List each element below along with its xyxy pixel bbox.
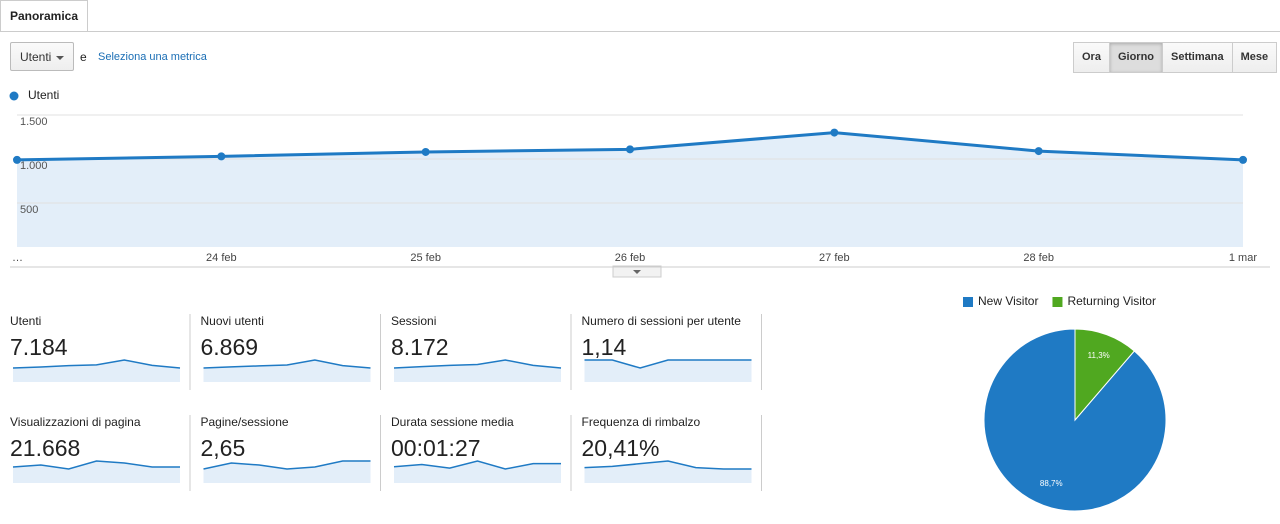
sparkline-area — [394, 360, 561, 382]
scorecard-label: Nuovi utenti — [201, 314, 264, 328]
time-button[interactable]: Mese — [1231, 42, 1278, 73]
sparkline-area — [203, 461, 371, 483]
scorecard-value: 7.184 — [10, 334, 68, 360]
y-tick-label: 1.000 — [20, 160, 48, 172]
sparkline — [203, 460, 371, 470]
scorecard-value: 00:01:27 — [391, 435, 481, 461]
scorecard-value: 6.869 — [201, 334, 259, 360]
scorecard-label: Pagine/sessione — [201, 415, 289, 429]
point — [830, 128, 839, 137]
y-tick-label: 1.500 — [20, 116, 48, 128]
legend-dot — [9, 91, 19, 101]
scorecard-label: Durata sessione media — [391, 415, 514, 429]
sparkline — [584, 460, 752, 470]
time-button[interactable]: Giorno — [1108, 42, 1164, 73]
connector: e — [80, 50, 87, 64]
point — [626, 145, 634, 154]
scorecard-value: 21.668 — [10, 435, 80, 461]
legend-label: Utenti — [28, 88, 59, 102]
scorecard-value: 8.172 — [391, 334, 449, 360]
time-buttons: Ora Giorno Settimana Mese — [1073, 42, 1278, 73]
metric-select[interactable]: Utenti — [10, 42, 74, 71]
scorecard-label: Visualizzazioni di pagina — [10, 415, 141, 429]
x-tick-label: 28 feb — [1023, 252, 1054, 264]
sparkline — [203, 359, 371, 369]
x-tick-label: 1 mar — [1229, 252, 1257, 264]
tab[interactable]: Panoramica — [0, 0, 88, 31]
sparkline — [393, 359, 562, 369]
point — [13, 155, 21, 164]
x-tick-label: 24 feb — [206, 252, 237, 264]
point — [1239, 155, 1247, 164]
pie-slice — [1074, 328, 1136, 422]
scorecard-value: 1,14 — [582, 334, 627, 360]
slice-label: 11,3% — [1088, 351, 1110, 360]
point — [421, 147, 430, 156]
sparkline-area — [203, 360, 371, 382]
sparkline-area — [584, 461, 752, 483]
point — [1034, 147, 1043, 156]
area — [17, 132, 1243, 247]
scorecard-label: Sessioni — [391, 314, 436, 328]
scorecard-value: 20,41% — [582, 435, 660, 461]
scorecard-label: Numero di sessioni per utente — [582, 314, 742, 328]
select-metric-link[interactable]: Seleziona una metrica — [98, 51, 207, 63]
sparkline-area — [13, 461, 180, 483]
sparkline — [12, 359, 181, 369]
scorecard-label: Frequenza di rimbalzo — [582, 415, 701, 429]
time-button[interactable]: Ora — [1073, 42, 1110, 73]
sparkline-area — [13, 360, 180, 382]
toggle-arrow — [633, 270, 641, 274]
time-button[interactable]: Settimana — [1162, 42, 1233, 73]
x-tick-label: 25 feb — [410, 252, 441, 264]
x-tick-label: 26 feb — [615, 252, 646, 264]
sparkline — [584, 359, 752, 369]
x-tick-label: 27 feb — [819, 252, 850, 264]
legend-label: Returning Visitor — [1067, 294, 1156, 308]
point — [217, 152, 226, 161]
sparkline-area — [584, 360, 752, 382]
x-tick-label: … — [12, 252, 23, 264]
legend-label: New Visitor — [978, 294, 1038, 308]
slice-label: 88,7% — [1040, 479, 1063, 488]
legend-swatch — [1052, 297, 1063, 307]
tab-line — [0, 31, 1280, 32]
sparkline — [12, 460, 180, 470]
scorecard-value: 2,65 — [201, 435, 246, 461]
scorecard-label: Utenti — [10, 314, 41, 328]
y-tick-label: 500 — [20, 204, 38, 216]
sparkline — [393, 460, 561, 470]
legend-swatch — [963, 297, 973, 307]
